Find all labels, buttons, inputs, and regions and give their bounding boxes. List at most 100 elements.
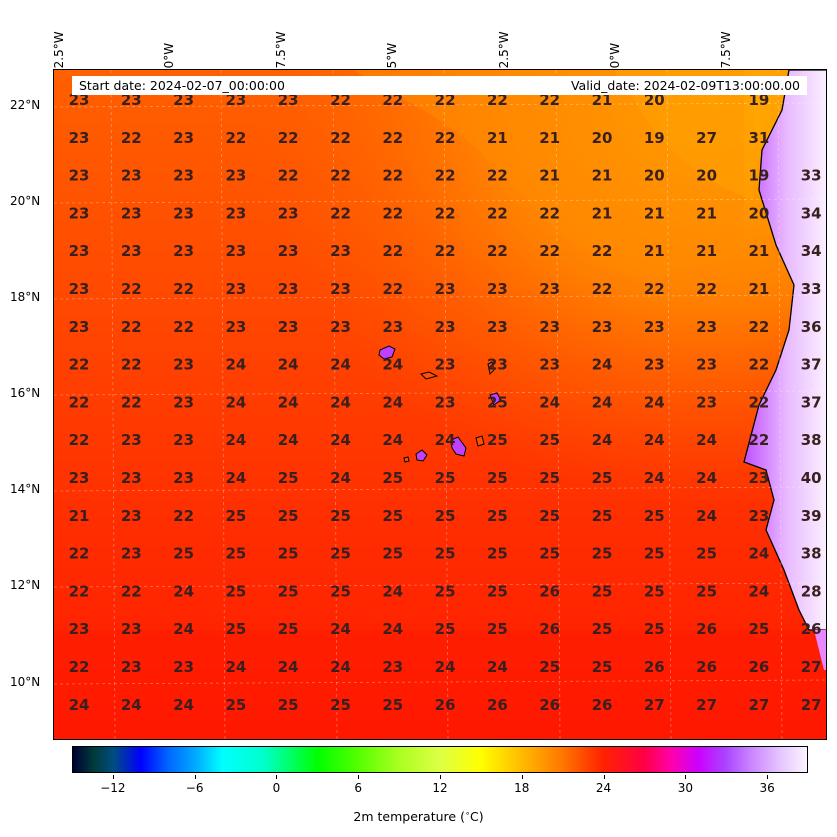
meridian-line xyxy=(443,70,449,739)
temperature-value: 24 xyxy=(592,393,613,411)
temperature-value: 25 xyxy=(173,545,194,563)
colorbar-tick-label: −12 xyxy=(100,781,126,795)
temperature-value: 24 xyxy=(696,469,717,487)
temperature-value: 23 xyxy=(173,91,194,109)
temperature-value: 23 xyxy=(435,318,456,336)
temperature-value: 23 xyxy=(225,318,246,336)
temperature-value: 33 xyxy=(801,167,822,185)
date-info-box: Start date: 2024-02-07_00:00:00 Valid_da… xyxy=(72,76,807,95)
lat-label: 22°N xyxy=(10,98,41,112)
island-maio xyxy=(475,435,485,447)
temperature-value: 25 xyxy=(382,507,403,525)
temperature-value: 26 xyxy=(487,696,508,714)
temperature-value: 23 xyxy=(435,280,456,298)
temperature-value: 23 xyxy=(539,356,560,374)
temperature-value: 21 xyxy=(592,204,613,222)
temperature-value: 25 xyxy=(539,431,560,449)
temperature-value: 25 xyxy=(278,507,299,525)
temperature-value: 23 xyxy=(487,318,508,336)
temperature-value: 22 xyxy=(382,129,403,147)
temperature-value: 26 xyxy=(696,658,717,676)
temperature-value: 23 xyxy=(121,545,142,563)
temperature-value: 22 xyxy=(487,242,508,260)
colorbar-tick-label: −6 xyxy=(185,781,204,795)
temperature-value: 22 xyxy=(435,91,456,109)
temperature-value: 23 xyxy=(330,242,351,260)
island-boa-vista xyxy=(489,392,502,406)
temperature-value: 22 xyxy=(173,318,194,336)
temperature-value: 23 xyxy=(121,507,142,525)
temperature-value: 23 xyxy=(278,91,299,109)
temperature-value: 23 xyxy=(173,658,194,676)
temperature-value: 27 xyxy=(801,696,822,714)
temperature-value: 39 xyxy=(801,507,822,525)
temperature-value: 27 xyxy=(801,658,822,676)
temperature-value: 22 xyxy=(696,280,717,298)
temperature-value: 25 xyxy=(225,696,246,714)
colorbar-tick-label: 6 xyxy=(354,781,363,795)
temperature-value: 25 xyxy=(696,582,717,600)
island-santiago xyxy=(450,436,467,457)
temperature-value: 22 xyxy=(121,129,142,147)
temperature-value: 25 xyxy=(278,469,299,487)
temperature-value: 25 xyxy=(644,620,665,638)
temperature-value: 22 xyxy=(435,204,456,222)
temperature-value: 20 xyxy=(644,91,665,109)
temperature-value: 25 xyxy=(487,582,508,600)
temperature-value: 24 xyxy=(121,696,142,714)
temperature-value: 22 xyxy=(330,129,351,147)
temperature-value: 25 xyxy=(644,507,665,525)
temperature-value: 23 xyxy=(278,242,299,260)
ocean-warm-south xyxy=(54,630,826,739)
temperature-value: 22 xyxy=(173,280,194,298)
temperature-value: 21 xyxy=(69,507,90,525)
colorbar-tick xyxy=(603,775,605,779)
temperature-value: 23 xyxy=(382,318,403,336)
island-sao-vicente xyxy=(420,371,439,380)
temperature-value: 25 xyxy=(644,582,665,600)
meridian-line xyxy=(332,70,338,739)
temperature-value: 24 xyxy=(382,393,403,411)
temperature-value: 23 xyxy=(69,167,90,185)
temperature-value: 25 xyxy=(748,620,769,638)
temperature-value: 22 xyxy=(644,280,665,298)
temperature-value: 24 xyxy=(696,507,717,525)
temperature-value: 23 xyxy=(121,620,142,638)
lat-label: 16°N xyxy=(10,386,41,400)
colorbar-tick xyxy=(112,775,114,779)
temperature-value: 23 xyxy=(121,242,142,260)
temperature-value: 22 xyxy=(382,242,403,260)
temperature-value: 25 xyxy=(592,582,613,600)
temperature-value: 25 xyxy=(330,696,351,714)
temperature-value: 24 xyxy=(225,356,246,374)
ocean-cool-patch xyxy=(354,70,744,280)
temperature-value: 24 xyxy=(330,469,351,487)
temperature-value: 22 xyxy=(278,129,299,147)
lat-label: 12°N xyxy=(10,578,41,592)
valid-date: Valid_date: 2024-02-09T13:00:00.00 xyxy=(570,78,800,93)
temperature-value: 22 xyxy=(69,393,90,411)
temperature-value: 23 xyxy=(69,280,90,298)
temperature-value: 24 xyxy=(435,431,456,449)
temperature-value: 25 xyxy=(278,582,299,600)
temperature-value: 24 xyxy=(487,658,508,676)
temperature-value: 24 xyxy=(382,431,403,449)
temperature-value: 23 xyxy=(173,469,194,487)
temperature-value: 22 xyxy=(435,129,456,147)
temperature-value: 22 xyxy=(382,91,403,109)
temperature-value: 25 xyxy=(278,696,299,714)
temperature-value: 24 xyxy=(539,393,560,411)
meridian-line xyxy=(110,70,116,739)
temperature-value: 23 xyxy=(435,356,456,374)
temperature-value: 23 xyxy=(121,204,142,222)
temperature-value: 25 xyxy=(539,658,560,676)
temperature-value: 24 xyxy=(330,620,351,638)
temperature-value: 23 xyxy=(225,167,246,185)
temperature-value: 23 xyxy=(69,469,90,487)
temperature-value: 33 xyxy=(801,280,822,298)
temperature-value: 20 xyxy=(696,167,717,185)
temperature-value: 26 xyxy=(748,658,769,676)
temperature-value: 22 xyxy=(330,91,351,109)
temperature-value: 22 xyxy=(539,204,560,222)
temperature-value: 23 xyxy=(69,620,90,638)
